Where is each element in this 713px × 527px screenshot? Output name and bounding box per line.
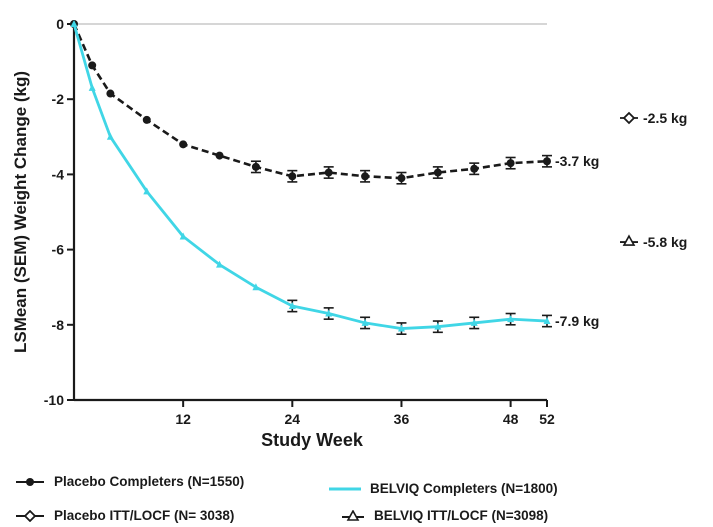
legend-belviq-itt: BELVIQ ITT/LOCF (N=3098): [340, 508, 548, 523]
data-point: [179, 232, 187, 240]
itt-label: -5.8 kg: [643, 234, 687, 250]
data-point: [106, 89, 115, 98]
itt-point-0: -2.5 kg: [620, 110, 687, 126]
y-tick-label: -6: [52, 242, 65, 258]
data-point: [252, 283, 260, 291]
data-point: [288, 172, 297, 181]
data-point: [324, 168, 333, 177]
y-tick-label: -2: [52, 91, 65, 107]
data-point: [361, 172, 370, 181]
data-point: [142, 115, 151, 124]
data-point: [215, 151, 224, 160]
x-tick-label: 52: [539, 411, 555, 427]
legend-cyan-line-icon: [329, 487, 361, 490]
data-point: [506, 159, 515, 168]
series-line: [72, 23, 548, 330]
legend-placebo-completers: Placebo Completers (N=1550): [14, 474, 244, 489]
y-tick-label: -8: [52, 317, 65, 333]
data-point: [88, 83, 96, 91]
legend-diamond-icon: [16, 509, 44, 522]
data-point: [543, 317, 551, 325]
itt-point-1: -5.8 kg: [620, 234, 687, 250]
x-tick-label: 48: [503, 411, 519, 427]
data-point: [70, 20, 78, 27]
series-0: -3.7 kg: [70, 20, 599, 185]
data-point: [470, 164, 479, 173]
x-axis-label: Study Week: [261, 430, 364, 450]
data-point: [179, 140, 188, 149]
legend-triangle-icon: [342, 509, 364, 521]
y-tick-label: -10: [44, 392, 64, 408]
data-point: [543, 157, 551, 166]
itt-marker: [622, 111, 636, 125]
axes: 0 -2 -4 -6 -8 -10 12 24 36 48 52: [44, 16, 555, 427]
data-point: [143, 187, 151, 195]
legend-label: BELVIQ Completers (N=1800): [370, 481, 558, 496]
series-end-label: -3.7 kg: [555, 153, 599, 169]
y-axis-label: LSMean (SEM) Weight Change (kg): [11, 71, 30, 353]
x-tick-label: 36: [394, 411, 410, 427]
itt-label: -2.5 kg: [643, 110, 687, 126]
legend-label: Placebo ITT/LOCF (N= 3038): [54, 508, 235, 523]
data-point: [507, 315, 515, 323]
data-point: [361, 318, 369, 326]
data-point: [470, 318, 478, 326]
data-point: [288, 302, 296, 309]
series-1: -7.9 kg: [70, 20, 599, 336]
data-point: [106, 132, 114, 140]
series-end-label: -7.9 kg: [555, 313, 599, 329]
legend-label: Placebo Completers (N=1550): [54, 474, 245, 489]
data-point: [397, 324, 405, 332]
legend-line-dot-icon: [16, 477, 44, 486]
legend-label: BELVIQ ITT/LOCF (N=3098): [374, 508, 549, 523]
series-line: [72, 23, 548, 180]
y-tick-label: 0: [56, 16, 64, 32]
y-tick-label: -4: [52, 166, 65, 182]
legend-placebo-itt: Placebo ITT/LOCF (N= 3038): [14, 508, 234, 523]
data-point: [325, 309, 333, 317]
data-point: [397, 174, 406, 183]
itt-marker: [622, 234, 636, 246]
legend-belviq-completers: BELVIQ Completers (N=1800): [328, 481, 558, 496]
data-point: [216, 260, 224, 268]
itt-layer: -2.5 kg -5.8 kg: [620, 110, 687, 250]
series-layer: -3.7 kg -7.9 kg: [70, 20, 599, 336]
x-tick-label: 24: [285, 411, 301, 427]
data-point: [434, 322, 442, 330]
data-point: [251, 162, 260, 171]
data-point: [88, 61, 97, 70]
x-tick-label: 12: [175, 411, 191, 427]
data-point: [433, 168, 442, 177]
